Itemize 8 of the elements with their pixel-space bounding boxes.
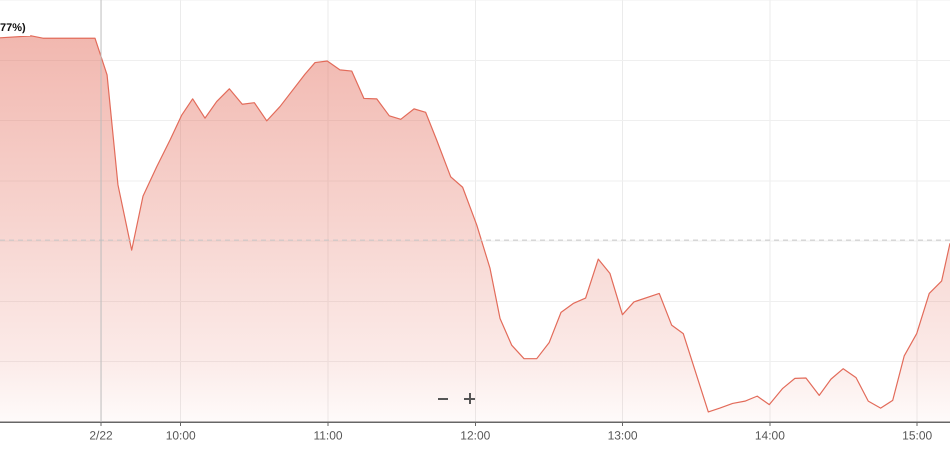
text: 77%)	[0, 20, 30, 36]
x-tick-label: 14:00	[754, 428, 786, 443]
x-tick-label: 11:00	[313, 428, 343, 443]
x-tick-label: 2/22	[89, 428, 114, 443]
x-tick-label: 12:00	[460, 428, 491, 443]
x-tick-label: 13:00	[608, 428, 638, 443]
x-tick-label: 10:00	[166, 428, 196, 443]
x-tick-label: 15:00	[902, 428, 932, 443]
